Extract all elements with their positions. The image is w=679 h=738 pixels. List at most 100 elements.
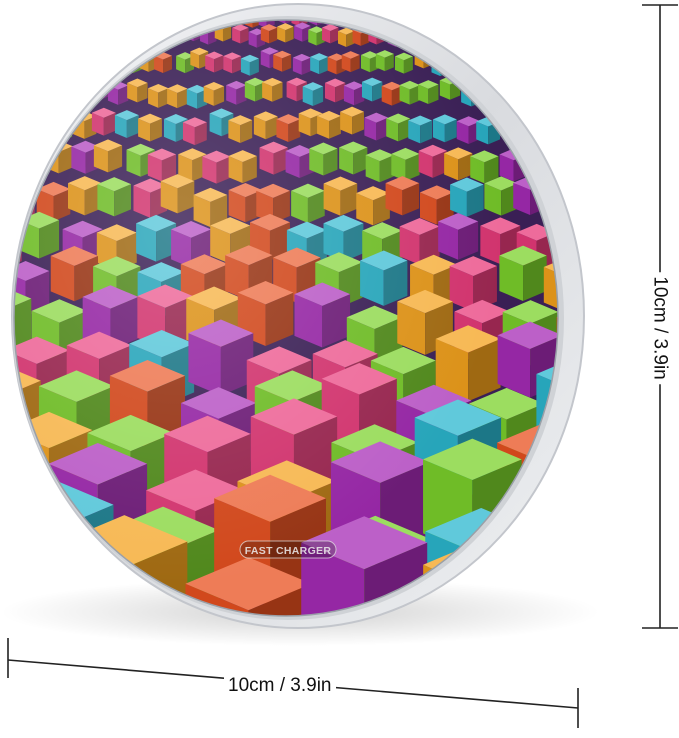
cube-side <box>184 20 193 27</box>
cube-side <box>469 51 479 69</box>
cube-side <box>502 32 511 49</box>
cube-side <box>161 20 170 26</box>
cube-side <box>594 13 602 28</box>
cube-side <box>112 20 121 26</box>
cube-top <box>554 83 558 92</box>
cube-top <box>62 5 78 12</box>
cube-side <box>452 20 461 27</box>
cube-side <box>52 53 62 71</box>
cube-side <box>75 31 85 48</box>
cube-side <box>145 20 154 27</box>
cube-side <box>535 31 544 48</box>
cube-top <box>572 85 592 94</box>
cube-top <box>33 81 54 91</box>
cube-top <box>56 24 73 32</box>
cube-side <box>15 84 26 105</box>
cube-top <box>578 4 594 11</box>
fast-charger-text: FAST CHARGER <box>245 545 332 557</box>
cube-side <box>18 20 27 23</box>
cube-top <box>14 50 24 58</box>
cube-top <box>575 405 661 441</box>
cube-side <box>618 13 626 28</box>
cube-side <box>501 20 510 27</box>
cube-side <box>97 20 106 22</box>
cube-side <box>631 152 645 179</box>
cube-side <box>422 20 431 26</box>
cube-side <box>474 20 483 23</box>
cube-top <box>491 9 507 16</box>
cube-top <box>152 22 170 30</box>
cube-top <box>632 52 650 60</box>
cube-top <box>0 28 11 35</box>
cube-top <box>577 181 611 195</box>
cube-side <box>0 185 4 217</box>
cube-side <box>105 54 115 72</box>
cube-top <box>415 7 431 14</box>
fast-charger-badge: FAST CHARGER <box>239 540 337 559</box>
cube-top <box>0 6 1 13</box>
cube-side <box>504 81 516 102</box>
cube-side <box>143 28 153 45</box>
cube-side <box>516 498 558 594</box>
cube-side <box>637 26 645 42</box>
cube-top <box>199 3 215 10</box>
cube-side <box>153 20 162 26</box>
cube-side <box>0 149 6 176</box>
cube-side <box>14 86 16 106</box>
cube-side <box>120 29 129 46</box>
cube-side <box>613 317 641 370</box>
cube-side <box>465 31 474 48</box>
cube-side <box>621 25 629 41</box>
cube-top <box>77 6 93 13</box>
cube-side <box>578 7 586 22</box>
cube-side <box>486 53 496 72</box>
cube-side <box>537 53 547 71</box>
cube-side <box>628 11 636 26</box>
cube-side <box>168 20 177 27</box>
cube-top <box>475 4 491 11</box>
cube-side <box>582 28 590 44</box>
cube-side <box>618 423 661 506</box>
cube-side <box>590 117 602 140</box>
cube-top <box>14 25 27 33</box>
cube-side <box>3 32 11 48</box>
cube-top <box>383 5 399 12</box>
cube-top <box>534 480 558 528</box>
cube-top <box>592 27 608 34</box>
cube-side <box>608 157 622 184</box>
cube-top <box>567 111 591 121</box>
cube-side <box>105 32 114 49</box>
cube-side <box>594 188 611 220</box>
cube-side <box>628 181 645 213</box>
cube-side <box>56 27 65 44</box>
cube-side <box>640 85 650 105</box>
cube-side <box>518 89 529 109</box>
cube-side <box>16 149 31 177</box>
cube-side <box>613 87 623 107</box>
cube-side <box>610 13 618 28</box>
cube-top <box>577 149 605 161</box>
cube-side <box>532 83 544 103</box>
cube-side <box>622 157 636 184</box>
cube-top <box>518 84 539 94</box>
cube-top <box>607 27 623 34</box>
cube-side <box>44 29 53 46</box>
cube-top <box>0 247 4 267</box>
cube-side <box>567 116 579 139</box>
cube-side <box>648 225 668 263</box>
cube-top <box>494 77 516 86</box>
cube-side <box>566 13 574 28</box>
cube-side <box>575 57 584 74</box>
cube-side <box>33 85 44 106</box>
cube-side <box>81 57 91 76</box>
cube-side <box>598 56 607 73</box>
cube-side <box>482 20 491 23</box>
cube-side <box>52 29 62 46</box>
cube-side <box>638 12 646 27</box>
cube-side <box>557 112 558 135</box>
cube-side <box>635 115 647 138</box>
cube-top <box>0 423 9 459</box>
cube-top <box>52 49 71 57</box>
cube-top <box>533 4 549 11</box>
cube-side <box>87 31 96 48</box>
